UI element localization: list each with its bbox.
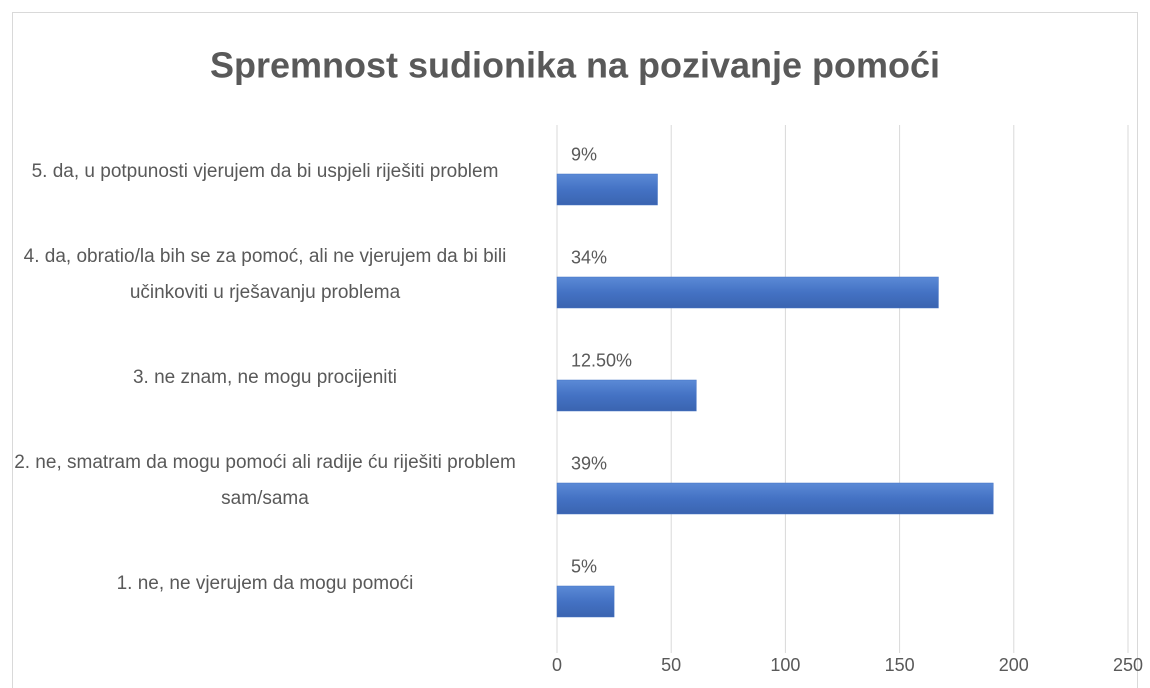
data-label: 5% [571, 556, 597, 576]
x-tick-label: 100 [770, 655, 800, 675]
data-label: 39% [571, 453, 607, 473]
x-tick-label: 200 [999, 655, 1029, 675]
x-tick-label: 250 [1113, 655, 1143, 675]
bar [556, 482, 994, 515]
x-tick-label: 50 [661, 655, 681, 675]
bar [556, 173, 658, 206]
x-tick-label: 0 [552, 655, 562, 675]
x-tick-label: 150 [885, 655, 915, 675]
y-tick-label: 5. da, u potpunosti vjerujem da bi uspje… [31, 160, 499, 182]
chart-title: Spremnost sudionika na pozivanje pomoći [210, 45, 940, 86]
bar [556, 276, 939, 309]
data-label: 12.50% [571, 350, 632, 370]
y-tick-label: 1. ne, ne vjerujem da mogu pomoći [116, 572, 414, 594]
y-tick-label: 4. da, obratio/la bih se za pomoć, ali n… [23, 245, 507, 303]
bar [556, 379, 697, 412]
chart-frame [12, 12, 1138, 688]
data-label: 9% [571, 144, 597, 164]
bar [556, 585, 615, 618]
data-label: 34% [571, 247, 607, 267]
y-tick-label: 3. ne znam, ne mogu procijeniti [132, 366, 398, 388]
y-tick-label: 2. ne, smatram da mogu pomoći ali radije… [14, 451, 516, 509]
